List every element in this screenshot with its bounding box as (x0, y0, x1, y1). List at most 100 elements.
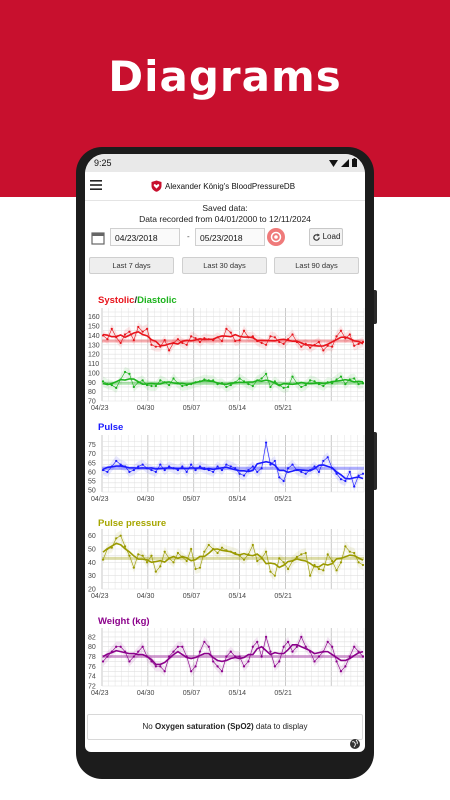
pp-data-point (163, 550, 166, 553)
battery-icon (352, 158, 357, 167)
bp-series-band (103, 321, 363, 356)
globe-icon[interactable] (349, 738, 361, 750)
app-title: Alexander König's BloodPressureDB (165, 181, 296, 191)
pp-data-point (313, 563, 316, 567)
bp-data-point (251, 384, 254, 388)
bp-data-point (326, 381, 329, 384)
bp-data-point (282, 342, 285, 345)
bp-data-point (212, 339, 215, 342)
bp-data-point (137, 325, 140, 329)
weight-y-tick: 80 (88, 644, 96, 651)
pp-data-point (225, 549, 228, 552)
bp-data-point (234, 339, 237, 343)
last-7-days-button[interactable]: Last 7 days (89, 257, 174, 274)
weight-data-point (361, 655, 365, 658)
weight-data-point (207, 645, 210, 648)
pulse-data-point (145, 467, 149, 470)
pulse-data-point (212, 470, 215, 473)
bp-data-point (295, 340, 298, 344)
pp-data-point (106, 547, 109, 551)
weight-data-point (286, 640, 290, 643)
bp-data-point (361, 340, 365, 344)
bp-data-point (322, 349, 325, 352)
pulse-data-point (322, 459, 325, 463)
bp-data-point (304, 383, 307, 387)
signal-icon (341, 158, 349, 167)
pp-data-point (269, 570, 272, 573)
pulse-chart: 50 55 60 65 70 75 04/23 04/30 05/07 05/14 05/21 (88, 435, 365, 503)
bp-data-point (291, 375, 294, 378)
bp-data-point (106, 383, 109, 386)
weight-data-point (110, 650, 113, 653)
bp-data-point (339, 329, 343, 332)
bp-data-point (251, 335, 254, 338)
weight-data-point (234, 655, 237, 658)
last-30-days-button[interactable]: Last 30 days (182, 257, 267, 274)
pp-data-point (181, 555, 184, 559)
weight-data-point (216, 665, 219, 668)
bp-x-tick: 05/14 (229, 405, 247, 412)
pp-data-point (137, 553, 140, 556)
bp-data-point (229, 383, 232, 387)
hamburger-menu-icon[interactable] (89, 178, 103, 192)
bp-data-point (313, 343, 316, 346)
bp-y-tick: 70 (88, 399, 96, 406)
weight-chart-title: Weight (kg) (98, 616, 150, 627)
pp-data-point (247, 553, 250, 556)
bp-y-tick: 120 (88, 352, 100, 359)
saved-data-heading: Saved data: (202, 203, 248, 213)
pulse-pressure-chart: 20 30 40 50 60 04/23 04/30 05/07 05/14 05/21 (88, 529, 365, 600)
pulse-data-point (185, 470, 188, 473)
calendar-icon[interactable] (91, 231, 105, 245)
pp-data-point (256, 559, 259, 563)
pp-data-point (119, 534, 122, 537)
bp-data-point (225, 385, 228, 389)
weight-data-point (339, 670, 343, 673)
last-90-days-button[interactable]: Last 90 days (274, 257, 359, 274)
pp-data-point (128, 554, 131, 557)
start-date-field[interactable]: 04/23/2018 (110, 228, 180, 246)
pp-data-point (145, 561, 149, 564)
bp-data-point (198, 340, 202, 344)
weight-data-point (278, 660, 281, 663)
weight-data-point (247, 660, 250, 663)
pulse-data-point (150, 468, 153, 472)
bp-data-point (229, 331, 232, 334)
pp-data-point (331, 559, 334, 563)
clear-dates-button[interactable] (267, 228, 285, 246)
weight-x-tick: 04/30 (137, 690, 155, 697)
pulse-data-point (194, 468, 197, 472)
weight-data-point (123, 650, 127, 653)
end-date-field[interactable]: 05/23/2018 (195, 228, 265, 246)
weight-data-point (106, 655, 109, 658)
bp-data-point (119, 378, 122, 381)
bp-data-point (128, 372, 131, 375)
pp-y-tick: 60 (88, 533, 96, 540)
banner-headline: Diagrams (108, 52, 342, 101)
pulse-data-point (190, 463, 193, 466)
weight-data-point (132, 655, 135, 658)
pp-series-band (103, 530, 363, 581)
pulse-data-point (154, 470, 157, 473)
phone-volume-button (374, 290, 377, 324)
weight-data-point (295, 645, 298, 648)
bp-data-point (339, 375, 343, 378)
bp-data-point (132, 339, 135, 342)
pulse-data-point (123, 465, 127, 468)
pulse-data-point (269, 463, 272, 466)
bp-data-point (181, 341, 184, 345)
pp-data-point (110, 546, 113, 549)
weight-data-point (141, 645, 144, 648)
bp-data-point (110, 327, 113, 330)
bp-y-tick: 160 (88, 314, 100, 321)
pp-data-point (286, 567, 290, 571)
pp-data-point (123, 545, 127, 548)
bp-data-point (348, 333, 351, 336)
phone-screen: 9:25 Alexander König's BloodPressureDB S… (85, 154, 365, 752)
weight-data-point (326, 640, 329, 643)
bp-data-point (344, 337, 347, 340)
bp-data-point (256, 339, 259, 343)
load-button[interactable]: Load (309, 228, 343, 246)
weight-data-point (119, 645, 122, 648)
pulse-data-point (335, 472, 338, 475)
